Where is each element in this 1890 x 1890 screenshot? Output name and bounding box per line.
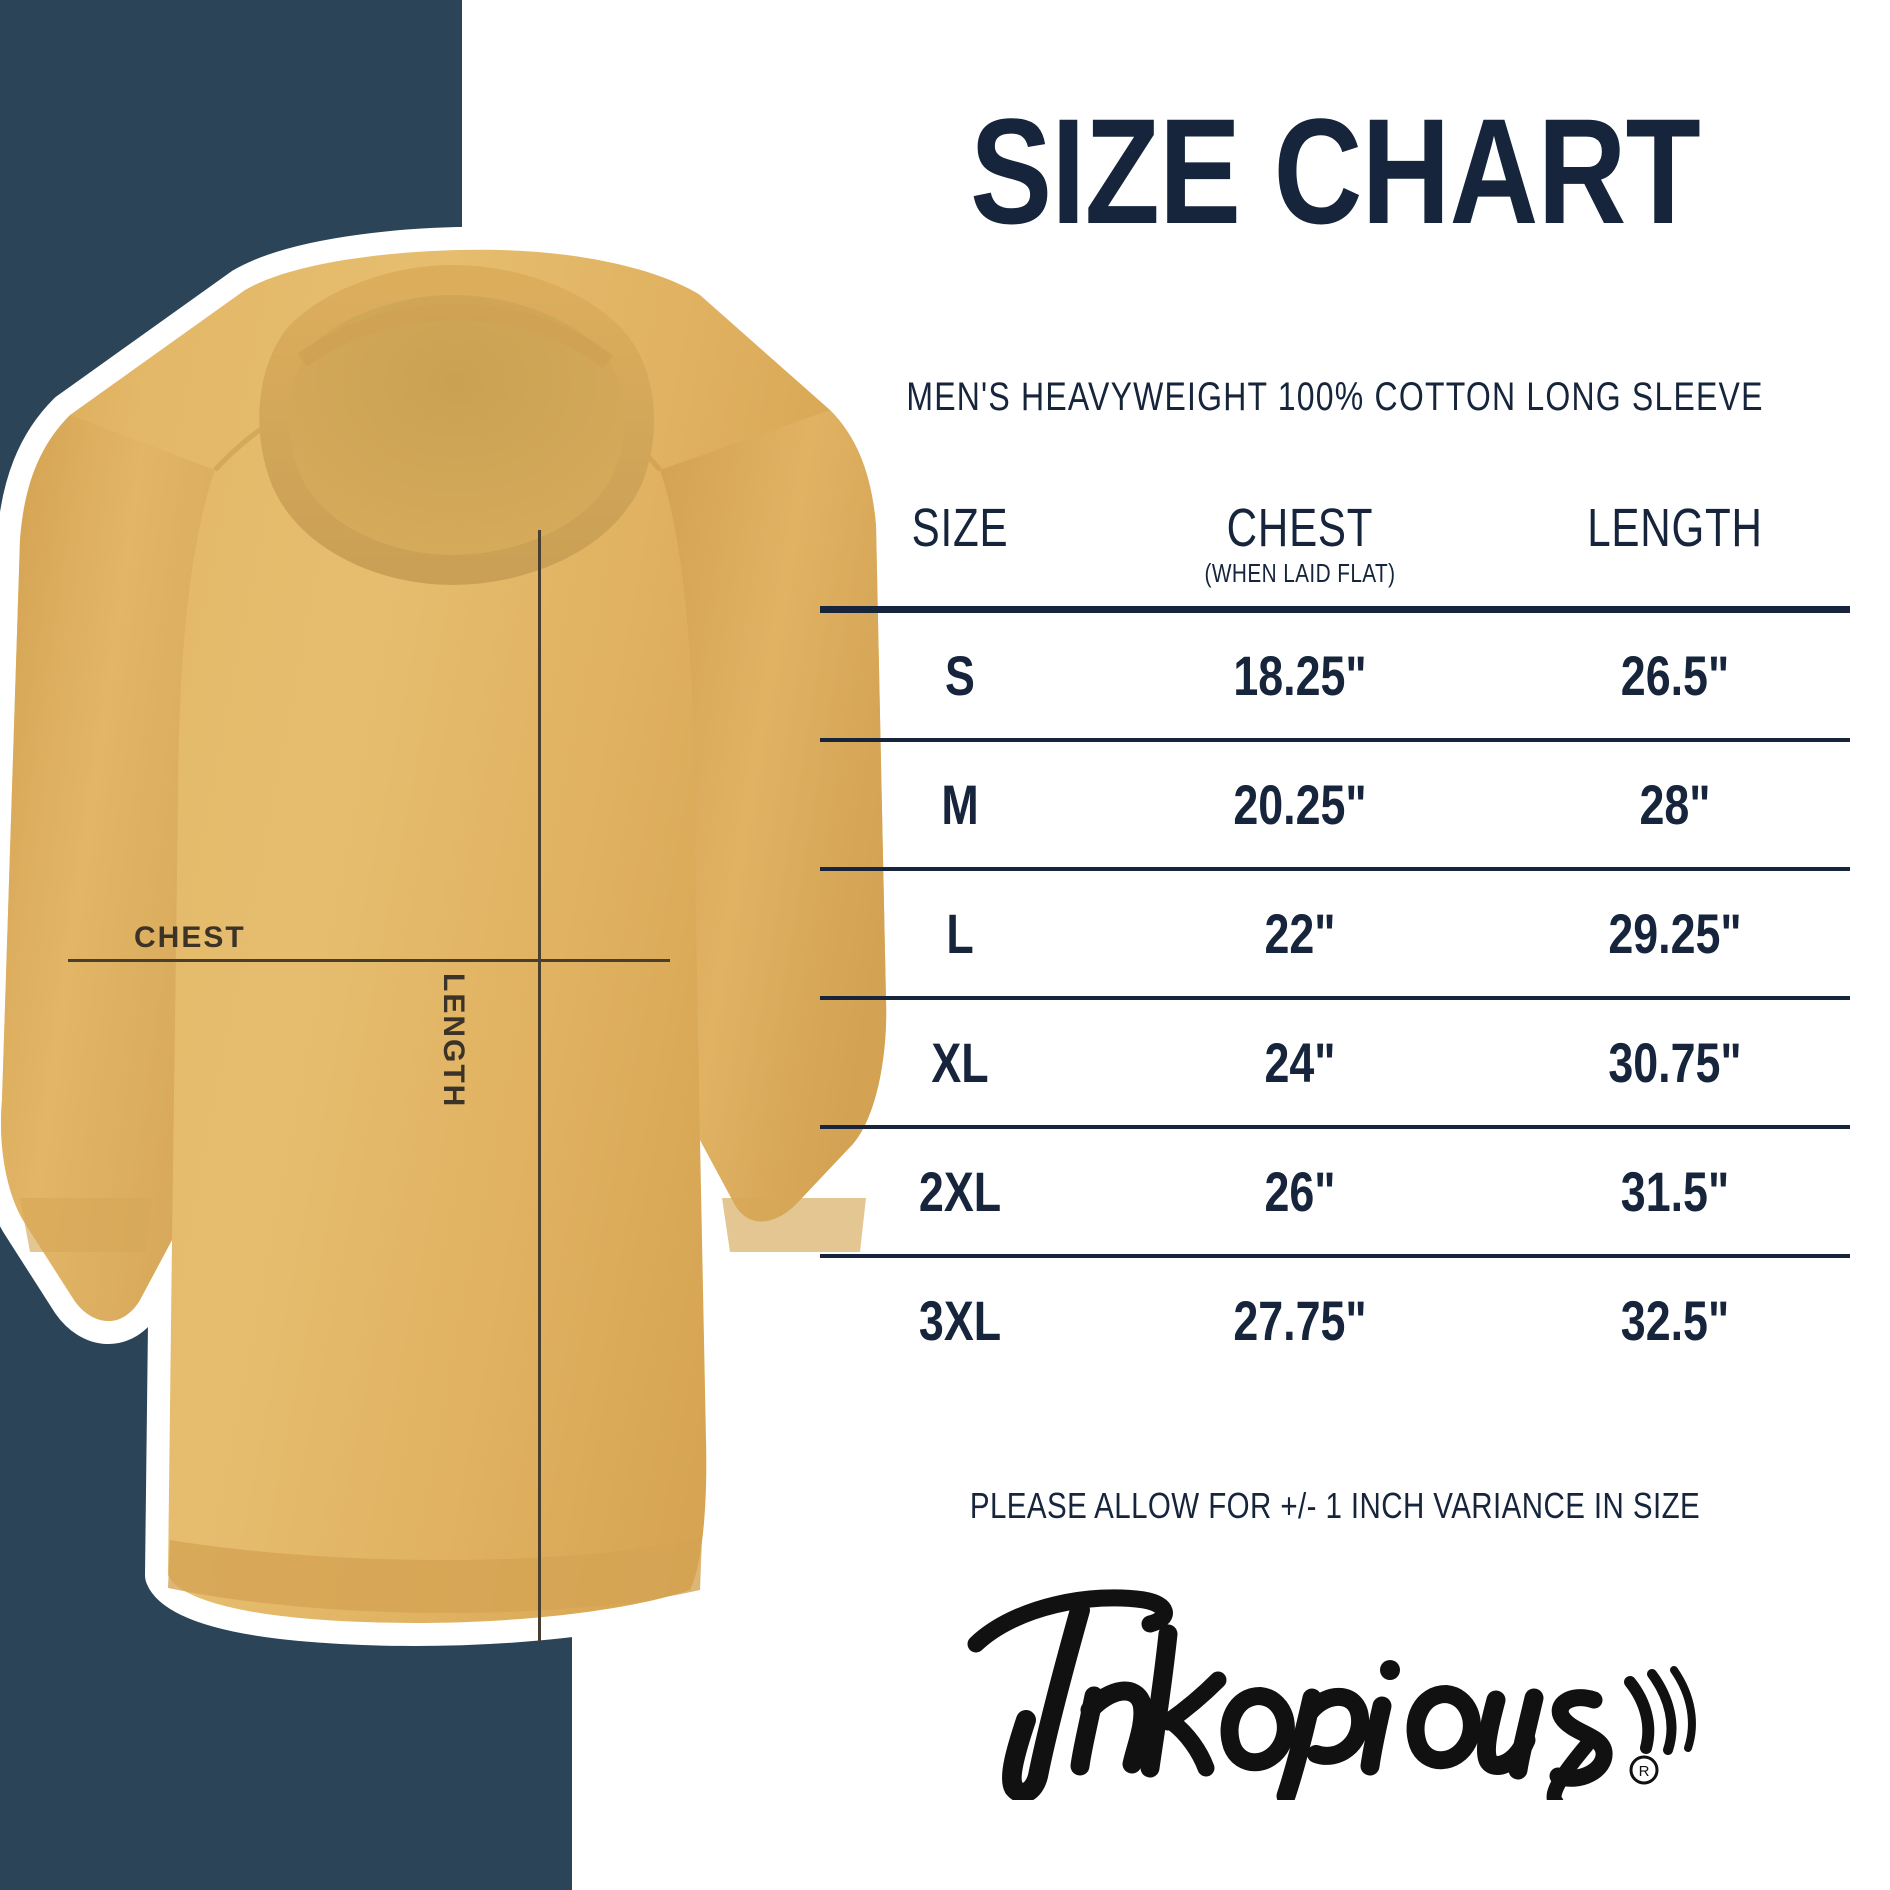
column-header-size-label: SIZE	[911, 498, 1009, 558]
cell-chest: 20.25"	[1233, 772, 1367, 836]
table-header-row: SIZE CHEST (WHEN LAID FLAT) LENGTH	[820, 500, 1850, 600]
page-title: SIZE CHART	[970, 87, 1701, 255]
column-header-chest-note: (WHEN LAID FLAT)	[1204, 558, 1396, 588]
cell-size: XL	[931, 1030, 989, 1094]
table-row-divider	[820, 1125, 1850, 1129]
length-measure-line	[538, 530, 541, 1642]
size-table: SIZE CHEST (WHEN LAID FLAT) LENGTH S 18.…	[820, 500, 1850, 1383]
chest-measure-label: CHEST	[134, 921, 246, 954]
cell-size: 2XL	[918, 1159, 1002, 1223]
table-row: L 22" 29.25"	[820, 871, 1850, 996]
cell-size: L	[946, 901, 974, 965]
table-row-divider	[820, 738, 1850, 742]
cell-chest: 18.25"	[1233, 643, 1367, 707]
table-row: S 18.25" 26.5"	[820, 613, 1850, 738]
cell-length: 28"	[1639, 772, 1711, 836]
chart-content: SIZE CHART MEN'S HEAVYWEIGHT 100% COTTON…	[780, 0, 1890, 1890]
table-header-divider	[820, 606, 1850, 613]
column-header-length: LENGTH	[1500, 500, 1850, 556]
table-row: M 20.25" 28"	[820, 742, 1850, 867]
shirt-left-cuff	[20, 1198, 152, 1252]
page-subtitle: MEN'S HEAVYWEIGHT 100% COTTON LONG SLEEV…	[906, 375, 1764, 419]
shirt-illustration	[0, 226, 910, 1646]
shirt-bottom-hem	[168, 1538, 702, 1614]
inkopious-logo-icon: R	[967, 1589, 1696, 1800]
cell-chest: 27.75"	[1233, 1288, 1367, 1352]
table-row-divider	[820, 1254, 1850, 1258]
shirt-image: CHEST LENGTH	[0, 226, 910, 1670]
column-header-chest-label: CHEST	[1226, 498, 1374, 558]
cell-length: 32.5"	[1620, 1288, 1730, 1352]
table-row: 3XL 27.75" 32.5"	[820, 1258, 1850, 1383]
table-row: 2XL 26" 31.5"	[820, 1129, 1850, 1254]
svg-text:R: R	[1639, 1763, 1650, 1780]
registered-mark-icon: R	[1629, 1755, 1659, 1785]
table-row: XL 24" 30.75"	[820, 1000, 1850, 1125]
table-row-divider	[820, 867, 1850, 871]
cell-length: 29.25"	[1608, 901, 1742, 965]
brand-logo: R	[930, 1570, 1730, 1800]
variance-note: PLEASE ALLOW FOR +/- 1 INCH VARIANCE IN …	[969, 1485, 1701, 1526]
cell-length: 31.5"	[1620, 1159, 1730, 1223]
shirt-neck-hole	[274, 280, 640, 570]
cell-chest: 26"	[1264, 1159, 1336, 1223]
shirt-right-cuff	[722, 1198, 866, 1252]
column-header-chest: CHEST (WHEN LAID FLAT)	[1100, 500, 1500, 590]
length-measure-label: LENGTH	[437, 973, 470, 1109]
shirt-body	[1, 249, 887, 1623]
shirt-left-sleeve	[1, 415, 215, 1322]
cell-chest: 24"	[1264, 1030, 1336, 1094]
column-header-size: SIZE	[820, 500, 1100, 556]
column-header-length-label: LENGTH	[1587, 498, 1763, 558]
cell-size: 3XL	[918, 1288, 1002, 1352]
shirt-neck-tape	[297, 303, 614, 369]
cell-size: M	[941, 772, 979, 836]
chest-measure-line	[68, 959, 670, 962]
cell-length: 26.5"	[1620, 643, 1730, 707]
shirt-collar	[259, 264, 655, 586]
cell-size: S	[945, 643, 975, 707]
table-row-divider	[820, 996, 1850, 1000]
cell-length: 30.75"	[1608, 1030, 1742, 1094]
cell-chest: 22"	[1264, 901, 1336, 965]
